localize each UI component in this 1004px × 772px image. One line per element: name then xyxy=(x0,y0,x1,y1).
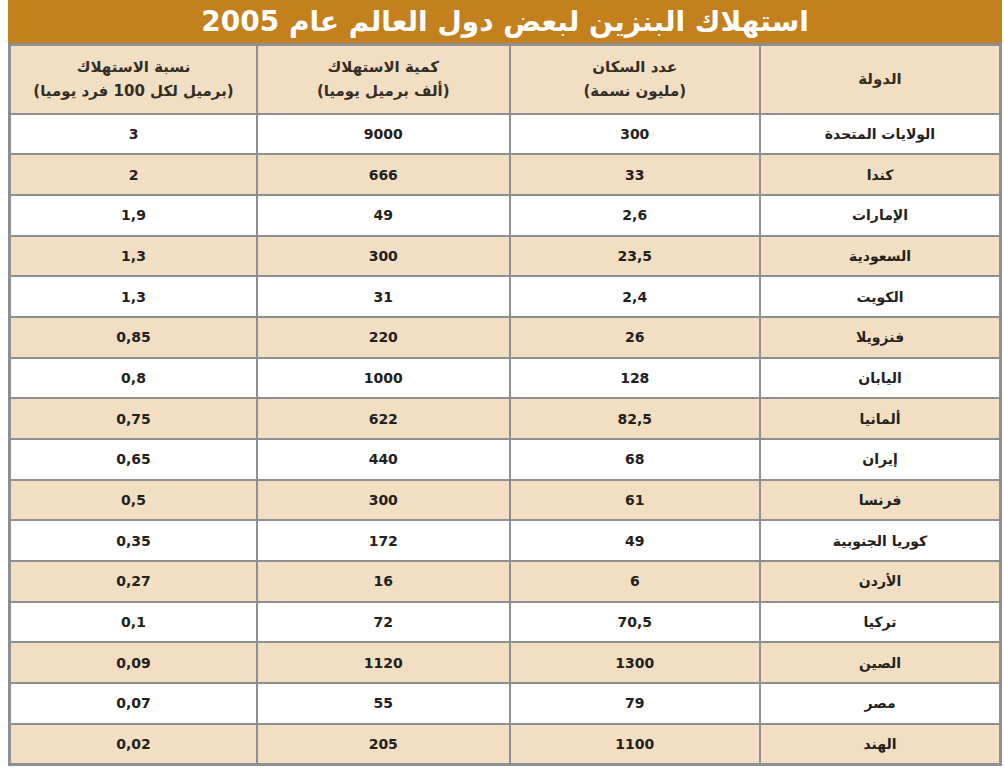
rate-cell: 3 xyxy=(10,114,258,155)
page: { "title": "استهلاك البنزين لبعض دول الع… xyxy=(0,0,1004,772)
population-cell: 1300 xyxy=(510,642,761,683)
table-body: الولايات المتحدة30090003كندا336662الإمار… xyxy=(10,114,1001,765)
consumption-cell: 300 xyxy=(257,236,510,277)
country-cell: كوريا الجنوبية xyxy=(760,520,1000,561)
population-cell: 70,5 xyxy=(510,602,761,643)
rate-cell: 0,09 xyxy=(10,642,258,683)
population-cell: 6 xyxy=(510,561,761,602)
rate-cell: 1,3 xyxy=(10,276,258,317)
country-cell: الولايات المتحدة xyxy=(760,114,1000,155)
rate-cell: 0,85 xyxy=(10,317,258,358)
consumption-cell: 72 xyxy=(257,602,510,643)
consumption-cell: 622 xyxy=(257,398,510,439)
country-cell: فنزويلا xyxy=(760,317,1000,358)
population-cell: 68 xyxy=(510,439,761,480)
consumption-cell: 16 xyxy=(257,561,510,602)
header-rate: نسبة الاستهلاك (برميل لكل 100 فرد يوميا) xyxy=(10,45,258,114)
rate-cell: 1,3 xyxy=(10,236,258,277)
country-cell: اليابان xyxy=(760,358,1000,399)
consumption-table: الدولة عدد السكان (مليون نسمة) كمية الاس… xyxy=(8,43,1002,766)
consumption-cell: 1120 xyxy=(257,642,510,683)
header-population-unit: (مليون نسمة) xyxy=(511,79,760,103)
table-row: الصين130011200,09 xyxy=(10,642,1001,683)
header-population-label: عدد السكان xyxy=(511,55,760,79)
country-cell: السعودية xyxy=(760,236,1000,277)
rate-cell: 0,07 xyxy=(10,683,258,724)
rate-cell: 1,9 xyxy=(10,195,258,236)
consumption-cell: 220 xyxy=(257,317,510,358)
rate-cell: 0,02 xyxy=(10,724,258,765)
rate-cell: 0,65 xyxy=(10,439,258,480)
table-row: فنزويلا262200,85 xyxy=(10,317,1001,358)
table-row: مصر79550,07 xyxy=(10,683,1001,724)
rate-cell: 0,5 xyxy=(10,480,258,521)
consumption-cell: 300 xyxy=(257,480,510,521)
consumption-cell: 31 xyxy=(257,276,510,317)
consumption-cell: 666 xyxy=(257,154,510,195)
table-row: كندا336662 xyxy=(10,154,1001,195)
rate-cell: 0,27 xyxy=(10,561,258,602)
table-title: استهلاك البنزين لبعض دول العالم عام 2005 xyxy=(8,0,1002,43)
population-cell: 79 xyxy=(510,683,761,724)
population-cell: 128 xyxy=(510,358,761,399)
rate-cell: 0,8 xyxy=(10,358,258,399)
table-row: الأردن6160,27 xyxy=(10,561,1001,602)
consumption-cell: 9000 xyxy=(257,114,510,155)
header-rate-unit: (برميل لكل 100 فرد يوميا) xyxy=(11,79,256,103)
table-row: ألمانيا82,56220,75 xyxy=(10,398,1001,439)
country-cell: مصر xyxy=(760,683,1000,724)
header-consumption: كمية الاستهلاك (ألف برميل يوميا) xyxy=(257,45,510,114)
population-cell: 49 xyxy=(510,520,761,561)
table-row: إيران684400,65 xyxy=(10,439,1001,480)
population-cell: 33 xyxy=(510,154,761,195)
country-cell: الكويت xyxy=(760,276,1000,317)
population-cell: 1100 xyxy=(510,724,761,765)
header-row: الدولة عدد السكان (مليون نسمة) كمية الاس… xyxy=(10,45,1001,114)
rate-cell: 2 xyxy=(10,154,258,195)
table-row: السعودية23,53001,3 xyxy=(10,236,1001,277)
country-cell: الصين xyxy=(760,642,1000,683)
country-cell: إيران xyxy=(760,439,1000,480)
table-row: الهند11002050,02 xyxy=(10,724,1001,765)
consumption-cell: 440 xyxy=(257,439,510,480)
population-cell: 82,5 xyxy=(510,398,761,439)
rate-cell: 0,1 xyxy=(10,602,258,643)
country-cell: الهند xyxy=(760,724,1000,765)
header-population: عدد السكان (مليون نسمة) xyxy=(510,45,761,114)
rate-cell: 0,35 xyxy=(10,520,258,561)
table-row: الكويت2,4311,3 xyxy=(10,276,1001,317)
table-sheet: استهلاك البنزين لبعض دول العالم عام 2005… xyxy=(8,0,1002,766)
population-cell: 23,5 xyxy=(510,236,761,277)
country-cell: الأردن xyxy=(760,561,1000,602)
consumption-cell: 172 xyxy=(257,520,510,561)
table-title-text: استهلاك البنزين لبعض دول العالم عام 2005 xyxy=(201,5,809,38)
consumption-cell: 55 xyxy=(257,683,510,724)
table-row: اليابان12810000,8 xyxy=(10,358,1001,399)
country-cell: فرنسا xyxy=(760,480,1000,521)
population-cell: 2,6 xyxy=(510,195,761,236)
consumption-cell: 49 xyxy=(257,195,510,236)
country-cell: كندا xyxy=(760,154,1000,195)
consumption-cell: 205 xyxy=(257,724,510,765)
table-row: الإمارات2,6491,9 xyxy=(10,195,1001,236)
table-row: تركيا70,5720,1 xyxy=(10,602,1001,643)
country-cell: تركيا xyxy=(760,602,1000,643)
rate-cell: 0,75 xyxy=(10,398,258,439)
population-cell: 300 xyxy=(510,114,761,155)
population-cell: 61 xyxy=(510,480,761,521)
table-row: الولايات المتحدة30090003 xyxy=(10,114,1001,155)
header-consumption-label: كمية الاستهلاك xyxy=(258,55,509,79)
header-rate-label: نسبة الاستهلاك xyxy=(11,55,256,79)
header-country: الدولة xyxy=(760,45,1000,114)
table-row: فرنسا613000,5 xyxy=(10,480,1001,521)
country-cell: الإمارات xyxy=(760,195,1000,236)
population-cell: 26 xyxy=(510,317,761,358)
country-cell: ألمانيا xyxy=(760,398,1000,439)
header-consumption-unit: (ألف برميل يوميا) xyxy=(258,79,509,103)
header-country-label: الدولة xyxy=(761,67,999,91)
population-cell: 2,4 xyxy=(510,276,761,317)
table-row: كوريا الجنوبية491720,35 xyxy=(10,520,1001,561)
consumption-cell: 1000 xyxy=(257,358,510,399)
